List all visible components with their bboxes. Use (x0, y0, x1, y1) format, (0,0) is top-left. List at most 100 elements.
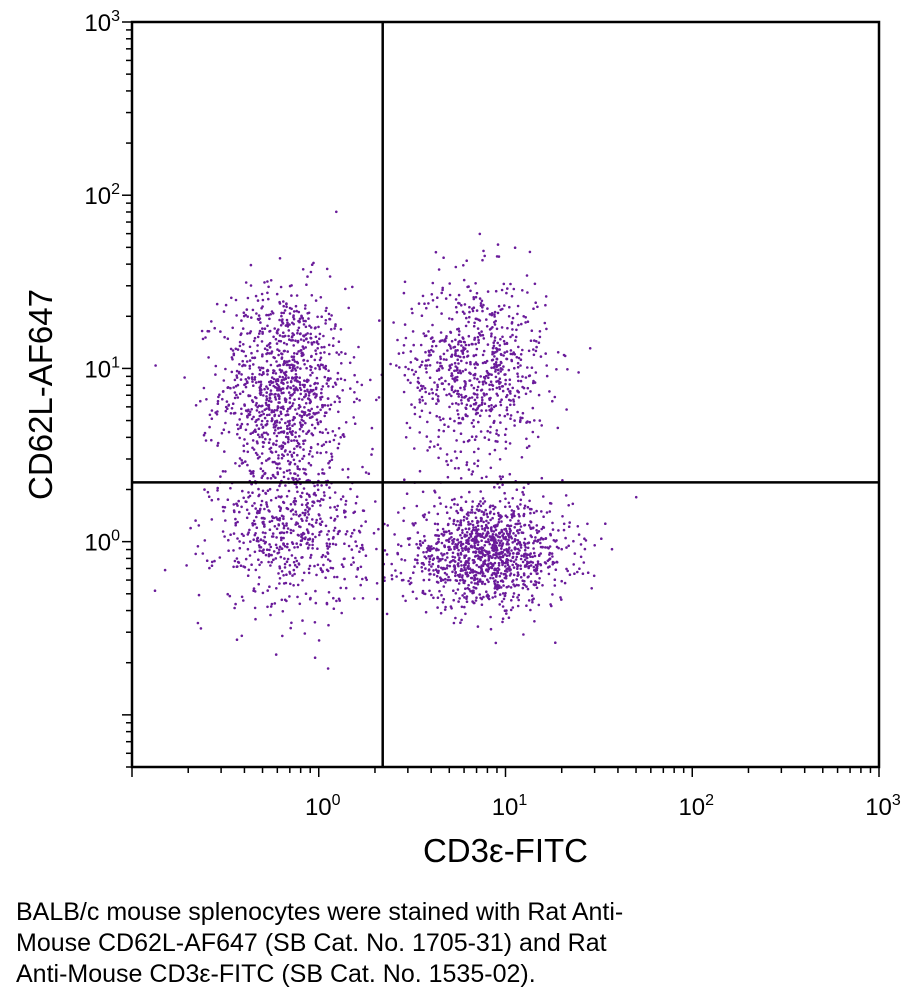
scatter-point (452, 519, 456, 523)
scatter-point (507, 524, 511, 528)
scatter-point (301, 457, 304, 461)
scatter-point (422, 592, 426, 595)
scatter-point (296, 467, 300, 471)
scatter-point (439, 611, 443, 615)
scatter-point (469, 576, 473, 580)
scatter-point (532, 511, 536, 515)
scatter-point (235, 314, 238, 317)
scatter-point (464, 368, 467, 372)
scatter-point (236, 423, 239, 427)
scatter-point (274, 398, 278, 401)
scatter-point (320, 388, 323, 391)
scatter-point (485, 590, 488, 593)
scatter-point (233, 391, 237, 394)
scatter-point (309, 368, 313, 372)
scatter-point (278, 302, 282, 305)
scatter-point (263, 387, 266, 391)
scatter-point (527, 599, 531, 602)
scatter-point (352, 416, 356, 419)
scatter-point (304, 402, 308, 405)
scatter-point (294, 373, 298, 376)
scatter-point (304, 333, 308, 337)
scatter-point (268, 548, 271, 552)
scatter-point (525, 446, 529, 450)
scatter-point (239, 564, 243, 567)
scatter-point (462, 278, 466, 282)
scatter-point (288, 450, 292, 454)
scatter-point (314, 396, 317, 399)
scatter-point (456, 349, 459, 352)
scatter-point (499, 477, 503, 481)
scatter-point (297, 310, 301, 314)
scatter-point (482, 249, 485, 253)
scatter-point (532, 379, 535, 383)
scatter-point (459, 432, 463, 436)
scatter-point (550, 552, 554, 555)
scatter-point (383, 549, 387, 552)
scatter-point (453, 450, 457, 453)
scatter-point (418, 539, 422, 543)
scatter-point (289, 405, 292, 409)
scatter-point (275, 292, 279, 296)
scatter-point (497, 348, 501, 351)
scatter-point (405, 492, 409, 496)
scatter-point (262, 539, 265, 542)
scatter-point (495, 533, 498, 537)
scatter-point (326, 552, 330, 555)
scatter-point (260, 373, 264, 377)
scatter-point (272, 550, 276, 553)
scatter-point (519, 364, 522, 367)
scatter-point (445, 511, 449, 514)
scatter-point (449, 330, 452, 334)
scatter-point (479, 504, 483, 508)
scatter-point (242, 541, 245, 545)
scatter-point (535, 509, 538, 513)
scatter-point (269, 279, 273, 282)
scatter-point (246, 416, 249, 419)
scatter-point (536, 560, 540, 563)
scatter-point (517, 323, 520, 327)
scatter-point (488, 408, 492, 412)
scatter-point (501, 563, 504, 567)
scatter-point (468, 379, 472, 382)
scatter-point (283, 397, 287, 400)
scatter-point (526, 386, 530, 390)
scatter-point (307, 341, 310, 344)
scatter-point (450, 372, 454, 375)
scatter-point (477, 338, 480, 342)
scatter-point (352, 561, 356, 564)
scatter-point (361, 546, 364, 549)
scatter-point (451, 377, 455, 380)
scatter-point (329, 403, 333, 407)
scatter-point (199, 627, 203, 630)
scatter-point (458, 330, 461, 333)
scatter-point (303, 411, 307, 414)
scatter-point (341, 495, 345, 498)
scatter-point (461, 542, 465, 546)
scatter-point (309, 326, 313, 329)
scatter-point (290, 453, 294, 457)
scatter-point (495, 365, 499, 369)
scatter-point (242, 350, 245, 353)
scatter-point (239, 333, 242, 337)
scatter-point (453, 380, 457, 383)
scatter-point (286, 424, 289, 428)
scatter-point (301, 511, 305, 515)
scatter-point (328, 275, 332, 278)
scatter-point (474, 554, 478, 558)
scatter-point (491, 572, 495, 575)
scatter-point (216, 486, 219, 490)
scatter-point (457, 564, 460, 568)
scatter-point (266, 489, 270, 493)
scatter-point (504, 427, 508, 431)
scatter-point (452, 559, 456, 562)
scatter-point (511, 552, 515, 555)
scatter-point (324, 309, 328, 313)
scatter-point (263, 542, 267, 545)
scatter-point (256, 335, 260, 339)
scatter-point (288, 564, 292, 567)
scatter-point (439, 502, 442, 505)
scatter-point (464, 413, 468, 416)
scatter-point (314, 387, 318, 391)
scatter-point (465, 560, 468, 564)
